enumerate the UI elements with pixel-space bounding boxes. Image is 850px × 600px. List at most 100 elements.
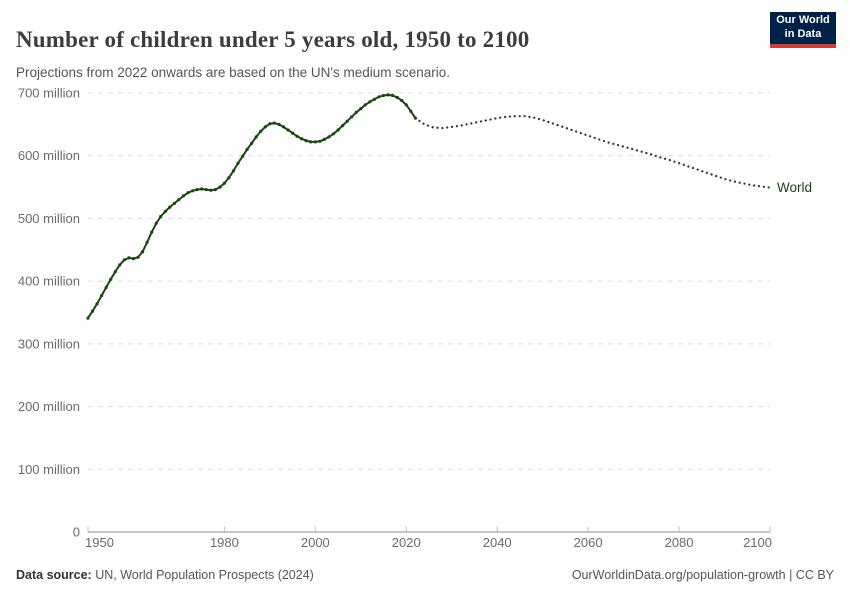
data-point-marker xyxy=(345,119,349,123)
data-point-marker xyxy=(363,103,367,107)
data-point-marker xyxy=(350,115,354,119)
series-entity-label: World xyxy=(777,180,812,195)
data-point-marker xyxy=(313,140,317,144)
data-point-marker xyxy=(318,139,322,143)
data-point-marker xyxy=(209,188,213,192)
data-point-marker xyxy=(163,209,167,214)
data-point-marker xyxy=(377,95,381,99)
x-axis-tick-label: 2080 xyxy=(665,535,694,550)
data-point-marker xyxy=(404,103,408,107)
data-source: Data source: UN, World Population Prospe… xyxy=(16,568,314,582)
data-point-marker xyxy=(104,285,108,289)
data-point-marker xyxy=(309,140,313,144)
data-point-marker xyxy=(109,277,113,281)
credit-link[interactable]: OurWorldinData.org/population-growth | C… xyxy=(571,568,834,582)
data-point-marker xyxy=(381,93,386,98)
data-point-marker xyxy=(409,109,413,113)
x-axis-tick-label: 2100 xyxy=(743,535,772,550)
y-axis-tick-label: 700 million xyxy=(18,86,80,101)
y-axis-tick-label: 300 million xyxy=(18,336,80,351)
data-point-marker xyxy=(263,125,267,129)
data-point-marker xyxy=(359,107,363,111)
data-point-marker xyxy=(204,188,208,192)
data-point-marker xyxy=(177,198,181,202)
data-point-marker xyxy=(195,188,199,192)
chart-subtitle: Projections from 2022 onwards are based … xyxy=(16,64,451,80)
x-axis-tick-label: 1950 xyxy=(85,535,114,550)
x-axis-tick-label: 1980 xyxy=(210,535,239,550)
data-source-text: UN, World Population Prospects (2024) xyxy=(91,568,314,582)
data-point-marker xyxy=(322,137,326,141)
data-point-marker xyxy=(100,294,104,298)
data-point-marker xyxy=(122,258,126,262)
x-axis-tick-label: 2060 xyxy=(574,535,603,550)
data-source-label: Data source: xyxy=(16,568,92,582)
data-point-marker xyxy=(386,93,390,97)
data-point-marker xyxy=(268,122,272,126)
data-point-marker xyxy=(354,110,358,114)
data-point-marker xyxy=(150,230,154,234)
data-point-marker xyxy=(95,302,99,306)
data-point-marker xyxy=(241,154,245,158)
data-point-marker xyxy=(127,256,131,260)
data-point-marker xyxy=(259,129,263,133)
data-point-marker xyxy=(231,169,236,173)
page-title: Number of children under 5 years old, 19… xyxy=(16,27,530,53)
y-axis-tick-label: 500 million xyxy=(18,211,80,226)
y-axis-tick-label: 100 million xyxy=(18,462,80,477)
data-point-marker xyxy=(272,121,276,125)
data-point-marker xyxy=(186,191,190,195)
world-series-dotted xyxy=(414,115,772,189)
x-axis-tick-label: 2020 xyxy=(392,535,421,550)
data-point-marker xyxy=(286,128,290,132)
owid-logo[interactable]: Our World in Data xyxy=(770,12,836,48)
world-series-solid xyxy=(87,93,417,320)
data-point-marker xyxy=(136,255,140,259)
data-point-marker xyxy=(86,316,90,320)
x-axis-tick-label: 2040 xyxy=(483,535,512,550)
data-point-marker xyxy=(331,132,336,136)
data-point-marker xyxy=(400,98,404,103)
data-point-marker xyxy=(245,147,249,151)
data-point-marker xyxy=(181,194,186,198)
data-point-marker xyxy=(250,141,254,145)
data-point-marker xyxy=(118,263,122,267)
data-point-marker xyxy=(341,124,345,128)
data-point-marker xyxy=(254,135,258,139)
data-point-marker xyxy=(300,137,304,141)
line-chart: 0 100 million 200 million 300 million 400 mi… xyxy=(18,86,812,551)
y-axis-tick-label: 200 million xyxy=(18,399,80,414)
data-point-marker xyxy=(113,270,117,274)
y-axis-tick-label: 0 xyxy=(73,525,80,540)
data-point-marker xyxy=(291,131,295,135)
data-point-marker xyxy=(277,122,281,126)
data-point-marker xyxy=(145,240,149,244)
data-point-marker xyxy=(372,97,376,101)
data-point-marker xyxy=(368,100,372,104)
data-point-marker xyxy=(236,161,240,165)
data-point-marker xyxy=(90,309,95,313)
data-point-marker xyxy=(395,95,399,99)
data-point-marker xyxy=(222,181,226,185)
data-point-marker xyxy=(159,214,163,219)
data-point-marker xyxy=(227,176,231,180)
data-point-marker xyxy=(172,201,176,205)
data-point-marker xyxy=(391,93,395,98)
owid-logo-line1: Our World xyxy=(776,14,830,27)
data-point-marker xyxy=(141,250,145,254)
y-axis-tick-label: 400 million xyxy=(18,274,80,289)
data-point-marker xyxy=(168,205,172,209)
data-point-marker xyxy=(304,139,308,143)
y-axis-tick-label: 600 million xyxy=(18,148,80,163)
data-point-marker xyxy=(213,188,217,192)
data-point-marker xyxy=(218,185,222,189)
data-point-marker xyxy=(131,257,136,261)
owid-logo-line2: in Data xyxy=(784,28,822,40)
x-axis-tick-label: 2000 xyxy=(301,535,330,550)
data-point-marker xyxy=(281,125,286,129)
data-point-marker xyxy=(327,135,331,139)
data-point-marker xyxy=(191,189,195,193)
data-point-marker xyxy=(295,134,299,138)
data-point-marker xyxy=(200,187,204,191)
